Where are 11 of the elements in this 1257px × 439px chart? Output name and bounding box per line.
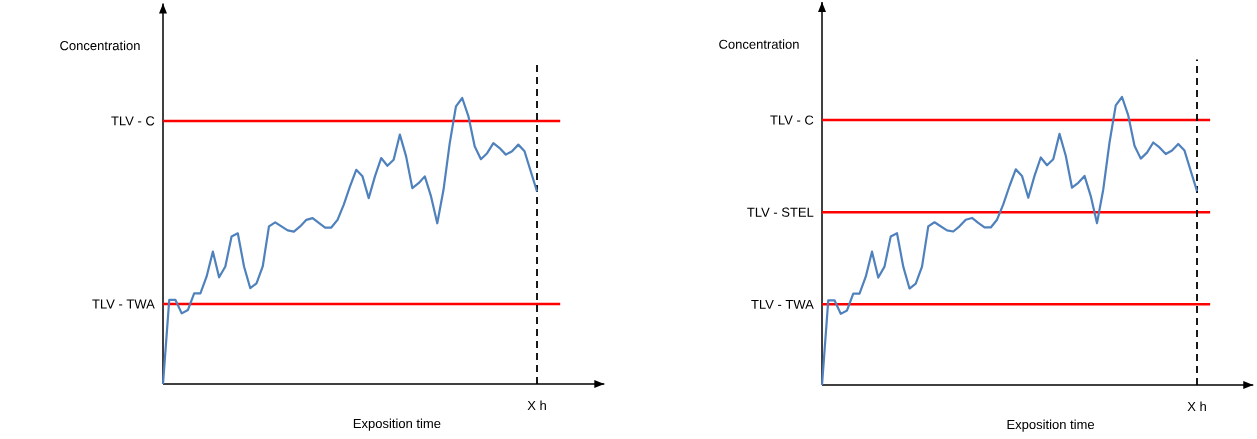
text: X h <box>1187 401 1206 411</box>
x-axis-title: Exposition time <box>1007 419 1095 432</box>
text: X h <box>527 400 546 410</box>
ref-line-label: TLV - TWA <box>92 299 155 309</box>
ref-line-label: TLV - STEL <box>747 207 814 217</box>
x-axis-title: Exposition time <box>353 418 441 431</box>
ref-line-label: TLV - TWA <box>751 299 814 309</box>
y-axis-title: Concentration <box>719 39 799 49</box>
y-axis-title: Concentration <box>60 40 140 51</box>
ref-line-label: TLV - C <box>111 116 155 126</box>
ref-line-label: TLV - C <box>770 115 814 125</box>
